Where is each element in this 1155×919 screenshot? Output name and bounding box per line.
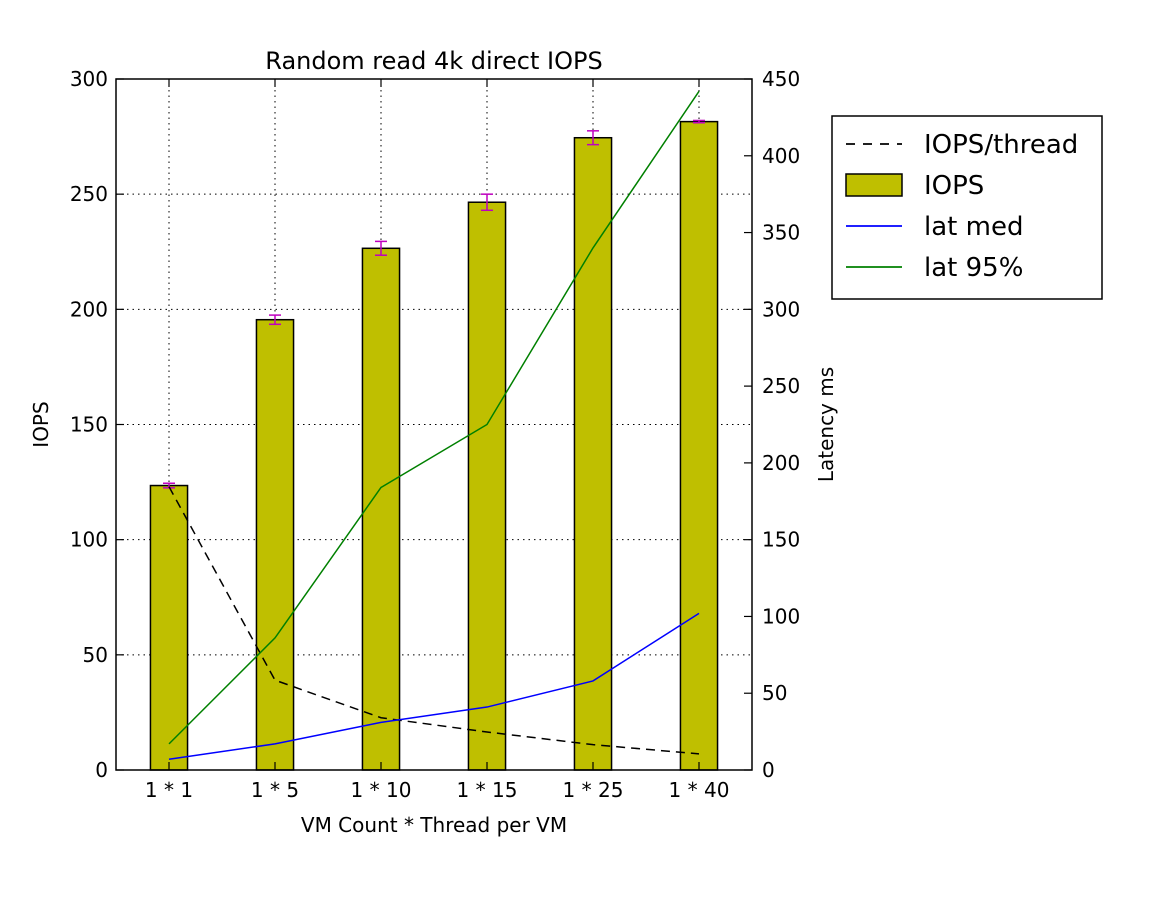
- x-tick-label: 1 * 10: [351, 778, 412, 802]
- error-bar: [375, 240, 387, 256]
- y2-tick-label: 200: [762, 451, 800, 475]
- bar: [361, 247, 401, 771]
- error-bar: [269, 314, 281, 326]
- bars: [149, 119, 719, 771]
- y-tick-label: 300: [70, 67, 108, 91]
- error-bar: [587, 130, 599, 146]
- series-line-lat-med: [168, 612, 700, 760]
- y2-tick-label: 150: [762, 528, 800, 552]
- series-line-iops-thread: [168, 486, 700, 755]
- legend: IOPS/thread IOPS lat med lat 95%: [831, 115, 1103, 300]
- axis-ticks: 0 50 100 150 200 250 300 0 50 100 150 200 250 300 350 4…: [70, 67, 800, 802]
- y2-tick-label: 300: [762, 297, 800, 321]
- y2-tick-label: 50: [762, 681, 787, 705]
- y-tick-label: 200: [70, 297, 108, 321]
- legend-label: lat 95%: [924, 253, 1023, 283]
- legend-label: IOPS/thread: [924, 130, 1078, 160]
- legend-swatch-bar: [845, 173, 903, 197]
- chart-title: Random read 4k direct IOPS: [265, 47, 602, 75]
- error-bar: [481, 193, 493, 212]
- bar: [255, 318, 295, 771]
- x-tick-label: 1 * 40: [669, 778, 730, 802]
- y2-tick-label: 350: [762, 221, 800, 245]
- y-tick-label: 150: [70, 413, 108, 437]
- x-tick-label: 1 * 1: [145, 778, 193, 802]
- bar: [149, 484, 189, 771]
- y2-axis-title: Latency ms: [814, 367, 838, 482]
- legend-box: [831, 115, 1103, 300]
- series-line-lat-95: [168, 90, 700, 745]
- series-lines: [168, 90, 700, 760]
- x-tick-label: 1 * 25: [563, 778, 624, 802]
- legend-label: IOPS: [924, 171, 984, 201]
- legend-label: lat med: [924, 212, 1023, 242]
- bar: [679, 120, 719, 771]
- x-tick-label: 1 * 15: [457, 778, 518, 802]
- y2-tick-label: 450: [762, 67, 800, 91]
- bar: [467, 201, 507, 771]
- y-tick-label: 250: [70, 182, 108, 206]
- y2-tick-label: 400: [762, 144, 800, 168]
- y-axis-title: IOPS: [29, 401, 53, 447]
- grid-lines: [116, 79, 752, 770]
- y-tick-label: 0: [95, 758, 108, 782]
- bar: [573, 136, 613, 771]
- y-tick-label: 50: [83, 643, 108, 667]
- y2-tick-label: 250: [762, 374, 800, 398]
- y-tick-label: 100: [70, 528, 108, 552]
- error-bar: [693, 119, 705, 124]
- y2-tick-label: 0: [762, 758, 775, 782]
- x-axis-title: VM Count * Thread per VM: [301, 813, 567, 837]
- y2-tick-label: 100: [762, 604, 800, 628]
- x-tick-label: 1 * 5: [251, 778, 299, 802]
